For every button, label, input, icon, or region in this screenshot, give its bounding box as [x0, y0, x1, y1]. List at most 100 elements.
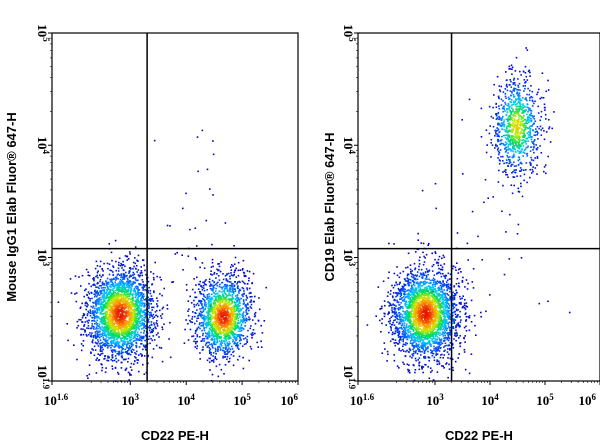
event-dot: [199, 352, 201, 354]
event-dot: [224, 314, 227, 316]
event-dot: [116, 335, 118, 337]
event-dot: [114, 239, 117, 242]
event-dot: [461, 281, 464, 283]
event-dot: [143, 264, 145, 267]
event-dot: [137, 279, 139, 282]
event-dot: [147, 326, 149, 329]
event-dot: [218, 310, 220, 313]
event-dot: [462, 295, 464, 297]
event-dot: [216, 305, 219, 308]
event-dot: [104, 329, 106, 331]
event-dot: [223, 309, 225, 312]
event-dot: [142, 283, 145, 286]
event-dot: [139, 338, 142, 341]
event-dot: [486, 144, 488, 146]
x-tick-label: 105: [233, 392, 251, 408]
event-dot: [407, 368, 409, 371]
event-dot: [119, 264, 122, 267]
event-dot: [95, 299, 98, 301]
event-dot: [75, 300, 78, 303]
event-dot: [93, 345, 96, 348]
event-dot: [224, 330, 227, 333]
event-dot: [464, 299, 466, 301]
event-dot: [191, 335, 193, 338]
event-dot: [427, 366, 429, 368]
event-dot: [204, 344, 207, 346]
event-dot: [233, 263, 236, 265]
event-dot: [117, 314, 119, 317]
event-dot: [130, 319, 132, 321]
event-dot: [119, 286, 121, 289]
event-dot: [495, 131, 497, 134]
event-dot: [134, 333, 137, 336]
event-dot: [113, 287, 116, 289]
event-dot: [151, 356, 154, 359]
event-dot: [220, 305, 222, 307]
event-dot: [432, 290, 434, 293]
event-dot: [104, 338, 107, 340]
event-dot: [235, 333, 237, 336]
event-dot: [209, 351, 211, 353]
event-dot: [196, 327, 199, 330]
event-dot: [139, 304, 141, 306]
event-dot: [209, 369, 211, 371]
event-dot: [448, 347, 451, 350]
event-dot: [114, 334, 116, 337]
event-dot: [112, 316, 115, 319]
event-dot: [152, 317, 154, 320]
event-dot: [141, 303, 143, 306]
event-dot: [135, 350, 138, 353]
event-dot: [433, 356, 436, 359]
event-dot: [249, 327, 251, 330]
event-dot: [202, 334, 204, 337]
event-dot: [111, 345, 114, 347]
event-dot: [121, 267, 123, 269]
event-dot: [120, 352, 123, 354]
event-dot: [514, 171, 516, 174]
event-dot: [239, 330, 241, 332]
event-dot: [111, 325, 113, 327]
event-dot: [455, 339, 457, 342]
event-dot: [121, 356, 123, 359]
event-dot: [106, 326, 109, 329]
event-dot: [475, 334, 477, 336]
event-dot: [215, 317, 218, 319]
event-dot: [203, 327, 205, 330]
event-dot: [492, 106, 494, 109]
event-dot: [137, 290, 139, 293]
event-dot: [220, 309, 222, 312]
event-dot: [101, 296, 103, 299]
event-dot: [102, 286, 105, 289]
event-dot: [402, 345, 404, 348]
event-dot: [231, 325, 234, 328]
event-dot: [219, 283, 221, 286]
event-dot: [457, 314, 459, 316]
event-dot: [462, 173, 464, 175]
event-dot: [530, 85, 532, 87]
event-dot: [236, 324, 239, 326]
event-dot: [409, 371, 411, 374]
event-dot: [125, 331, 128, 334]
event-dot: [144, 312, 146, 314]
event-dot: [221, 322, 223, 325]
event-dot: [199, 280, 201, 283]
event-dot: [225, 353, 227, 355]
event-dot: [135, 327, 137, 329]
event-dot: [464, 341, 466, 343]
event-dot: [228, 322, 231, 324]
event-dot: [488, 132, 491, 135]
event-dot: [211, 359, 214, 362]
event-dot: [92, 306, 94, 309]
event-dot: [113, 311, 115, 314]
event-dot: [136, 339, 138, 341]
event-dot: [257, 319, 260, 322]
event-dot: [221, 291, 223, 293]
event-dot: [126, 280, 128, 283]
event-dot: [233, 326, 236, 328]
event-dot: [388, 311, 390, 313]
event-dot: [235, 326, 237, 329]
event-dot: [131, 293, 134, 296]
event-dot: [497, 181, 500, 183]
event-dot: [147, 310, 150, 313]
event-dot: [215, 326, 217, 329]
